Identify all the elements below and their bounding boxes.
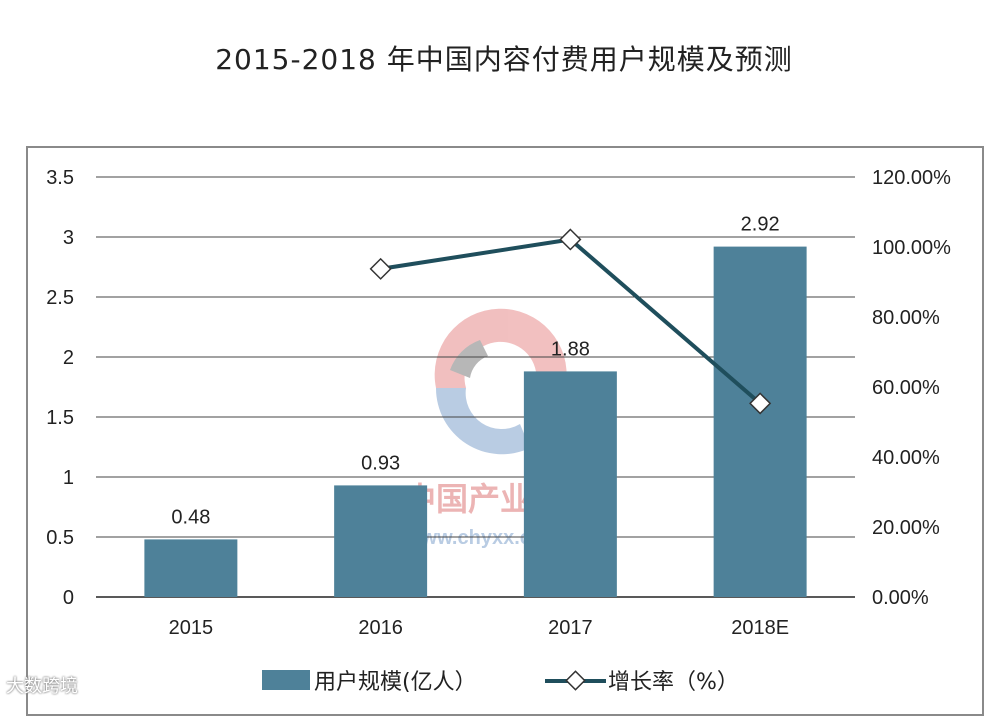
y-left-tick-label: 0.5 bbox=[46, 527, 74, 549]
y-right-tick-label: 40.00% bbox=[872, 447, 940, 469]
line-point bbox=[749, 392, 772, 415]
bar-data-label: 0.93 bbox=[361, 452, 400, 474]
y-axis-right: 0.00% 20.00% 40.00% 60.00% 80.00% 100.00% 120.… bbox=[872, 167, 951, 609]
bar-data-label: 2.92 bbox=[741, 214, 780, 236]
y-left-tick-label: 2.5 bbox=[46, 287, 74, 309]
y-right-tick-label: 60.00% bbox=[872, 377, 940, 399]
y-right-tick-label: 80.00% bbox=[872, 307, 940, 329]
y-right-tick-label: 100.00% bbox=[872, 237, 951, 259]
y-left-tick-label: 3 bbox=[63, 227, 74, 249]
legend-bar-swatch bbox=[262, 670, 310, 690]
x-tick-label: 2015 bbox=[169, 617, 214, 639]
y-right-tick-label: 120.00% bbox=[872, 167, 951, 189]
bar-data-label: 0.48 bbox=[171, 506, 210, 528]
bar bbox=[713, 246, 807, 597]
y-right-tick-label: 0.00% bbox=[872, 587, 929, 609]
x-tick-label: 2017 bbox=[548, 617, 593, 639]
x-tick-label: 2018E bbox=[731, 617, 789, 639]
line-series bbox=[369, 228, 772, 415]
x-axis: 2015 2016 2017 2018E bbox=[169, 617, 789, 639]
y-axis-left: 0 0.5 1 1.5 2 2.5 3 3.5 bbox=[46, 167, 74, 609]
y-left-tick-label: 0 bbox=[63, 587, 74, 609]
y-left-tick-label: 2 bbox=[63, 347, 74, 369]
chart-title: 2015-2018 年中国内容付费用户规模及预测 bbox=[215, 43, 793, 76]
bar bbox=[523, 371, 617, 597]
bar-series: 0.48 0.93 1.88 2.92 bbox=[144, 214, 807, 597]
line-point bbox=[369, 257, 392, 280]
y-right-tick-label: 20.00% bbox=[872, 517, 940, 539]
y-left-tick-label: 1.5 bbox=[46, 407, 74, 429]
y-left-tick-label: 3.5 bbox=[46, 167, 74, 189]
x-tick-label: 2016 bbox=[358, 617, 403, 639]
bar bbox=[334, 485, 428, 597]
legend-line-marker bbox=[565, 670, 586, 691]
corner-watermark: 大数跨境 bbox=[6, 676, 78, 697]
watermark-logo bbox=[434, 308, 567, 455]
legend-bar-label: 用户规模(亿人） bbox=[314, 670, 477, 695]
y-left-tick-label: 1 bbox=[63, 467, 74, 489]
bar bbox=[144, 539, 238, 597]
bar-data-label: 1.88 bbox=[551, 338, 590, 360]
line-point bbox=[559, 228, 582, 251]
legend-line-label: 增长率（%） bbox=[608, 670, 739, 695]
legend: 用户规模(亿人） 增长率（%） bbox=[262, 670, 739, 695]
watermark-url: www.chyxx.com bbox=[405, 527, 561, 549]
